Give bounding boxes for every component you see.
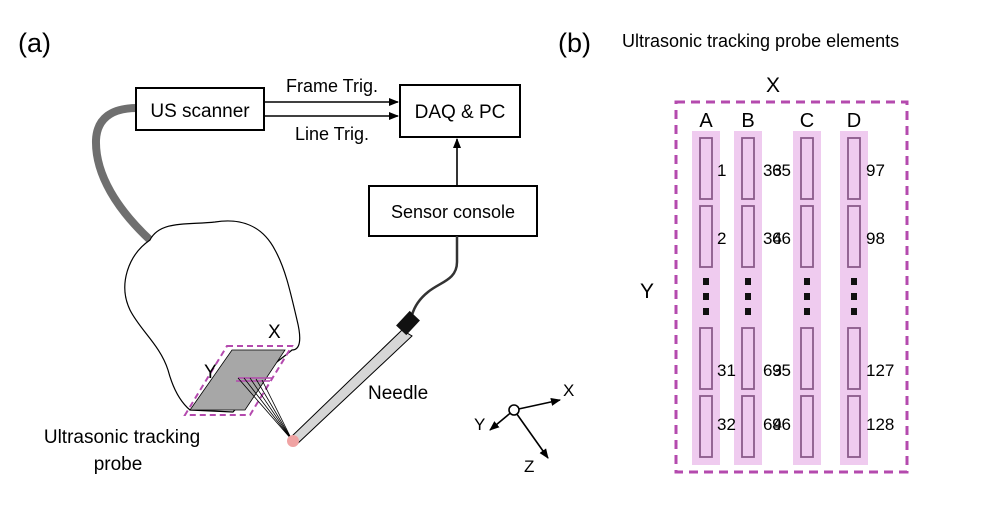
us-scanner-label: US scanner <box>150 101 250 122</box>
array-y-label: Y <box>640 280 654 303</box>
element-number: 128 <box>866 415 894 434</box>
panel-a-label: (a) <box>18 28 51 58</box>
array-x-label: X <box>766 74 780 97</box>
probe-caption-line1: Ultrasonic tracking <box>44 427 200 448</box>
element-number: 34 <box>763 229 782 248</box>
column-header-b: B <box>741 110 754 132</box>
probe-element-strip <box>189 349 286 411</box>
ultrasound-beams <box>237 377 293 441</box>
frame-trig-label: Frame Trig. <box>286 76 378 96</box>
column-header-d: D <box>847 110 861 132</box>
element-number: 96 <box>772 415 791 434</box>
probe-y-label: Y <box>204 362 217 383</box>
element-number: 98 <box>866 229 885 248</box>
column-strips <box>692 131 868 465</box>
probe-cable <box>91 104 154 244</box>
element-numbers: 1 33 65 97 2 34 66 98 31 63 95 127 32 64… <box>717 161 894 434</box>
element-number: 33 <box>763 161 782 180</box>
column-header-a: A <box>699 110 713 132</box>
element-number: 2 <box>717 229 726 248</box>
probe-dashed-outline <box>183 345 294 416</box>
axis-z-label: Z <box>524 457 534 476</box>
element-number: 97 <box>866 161 885 180</box>
ellipsis-dots <box>703 278 857 315</box>
element-number: 65 <box>772 161 791 180</box>
element-number: 64 <box>763 415 782 434</box>
axis-triad <box>489 398 561 459</box>
probe-caption-line2: probe <box>94 454 143 475</box>
element-number: 95 <box>772 361 791 380</box>
element-number: 32 <box>717 415 736 434</box>
axis-x-label: X <box>563 381 574 400</box>
element-number: 63 <box>763 361 782 380</box>
element-rects <box>699 137 861 458</box>
sensor-console-label: Sensor console <box>391 202 515 222</box>
probe-x-label: X <box>268 322 281 343</box>
column-header-c: C <box>800 110 814 132</box>
line-trig-label: Line Trig. <box>295 124 369 144</box>
needle-label: Needle <box>368 383 428 404</box>
axis-y-label: Y <box>474 415 485 434</box>
needle-tip <box>287 435 299 447</box>
needle-cable <box>410 236 459 316</box>
panel-b-title: Ultrasonic tracking probe elements <box>622 31 899 51</box>
element-number: 31 <box>717 361 736 380</box>
us-scanner-box <box>135 87 265 131</box>
needle-hub <box>396 310 420 336</box>
daq-pc-label: DAQ & PC <box>415 102 506 123</box>
element-number: 1 <box>717 161 726 180</box>
daq-pc-box <box>399 84 521 138</box>
probe-columns <box>236 377 272 382</box>
sensor-console-box <box>368 185 538 237</box>
element-number: 66 <box>772 229 791 248</box>
panel-b-label: (b) <box>558 28 591 58</box>
element-number: 127 <box>866 361 894 380</box>
